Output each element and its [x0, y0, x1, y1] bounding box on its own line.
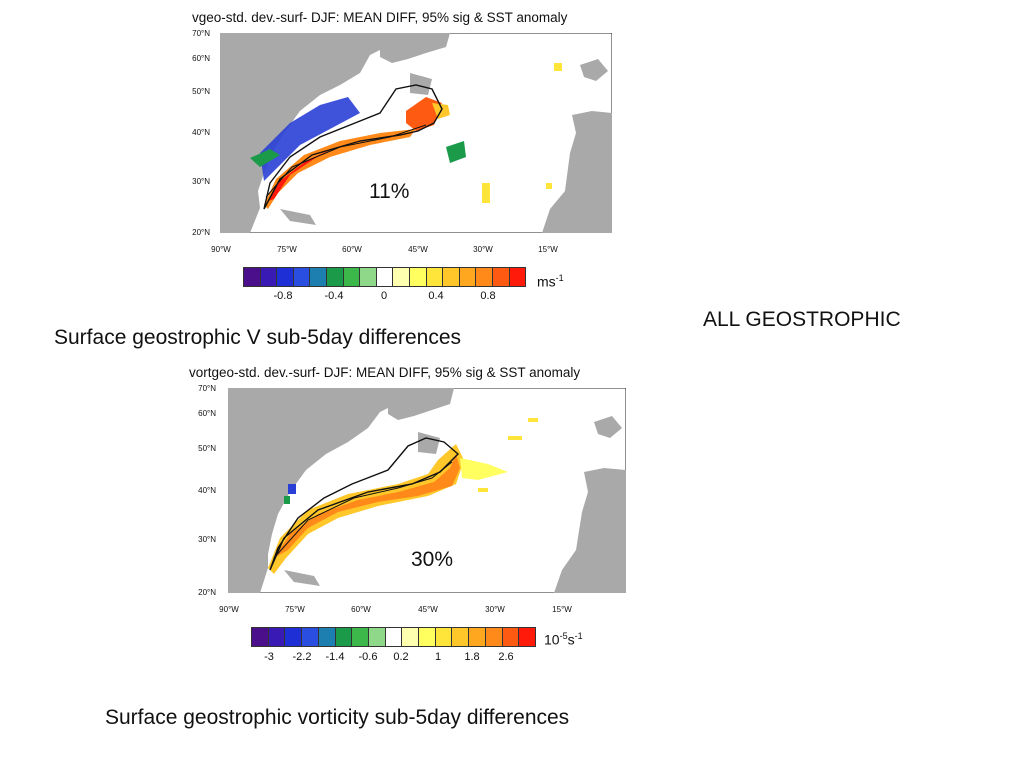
colorbar-swatch — [509, 268, 526, 286]
colorbar-swatch — [268, 628, 286, 646]
land-caribbean — [284, 570, 320, 586]
colorbar-swatch — [385, 628, 403, 646]
bottom-lon-label: 60°W — [351, 605, 371, 614]
land-labrador — [380, 33, 450, 63]
land-europe-africa — [542, 111, 612, 233]
bottom-lat-label: 20°N — [198, 588, 216, 597]
top-lat-label: 30°N — [192, 177, 210, 186]
bottom-map-title: vortgeo-std. dev.-surf- DJF: MEAN DIFF, … — [189, 365, 581, 380]
colorbar-swatch — [360, 268, 377, 286]
colorbar-swatch — [368, 628, 386, 646]
colorbar-swatch — [443, 268, 460, 286]
top-colorbar-unit: ms-1 — [537, 273, 564, 290]
caption-bottom: Surface geostrophic vorticity sub-5day d… — [105, 706, 570, 729]
colorbar-swatch — [244, 268, 261, 286]
bottom-colorbar-tick: -0.6 — [358, 651, 378, 663]
bottom-colorbar-tick: 1.8 — [464, 651, 480, 663]
slide-label-right: ALL GEOSTROPHIC — [703, 308, 901, 331]
bottom-lon-label: 75°W — [285, 605, 305, 614]
bottom-colorbar — [251, 627, 536, 647]
colorbar-swatch — [318, 628, 336, 646]
bottom-colorbar-tick: 2.6 — [498, 651, 514, 663]
colorbar-swatch — [502, 628, 520, 646]
colorbar-swatch — [402, 628, 420, 646]
bottom-map — [228, 388, 626, 593]
colorbar-swatch — [326, 268, 344, 286]
colorbar-swatch — [277, 268, 294, 286]
colorbar-swatch — [476, 268, 493, 286]
colorbar-swatch — [409, 268, 427, 286]
colorbar-swatch — [426, 268, 444, 286]
caption-top: Surface geostrophic V sub-5day differenc… — [54, 326, 462, 349]
top-colorbar-tick: -0.4 — [324, 290, 344, 302]
bottom-lat-label: 70°N — [198, 384, 216, 393]
top-colorbar-tick: 0.8 — [480, 290, 496, 302]
top-lat-label: 60°N — [192, 54, 210, 63]
land-north-america — [220, 33, 390, 233]
colorbar-swatch — [469, 628, 486, 646]
top-lon-label: 90°W — [211, 245, 231, 254]
top-map — [220, 33, 612, 233]
top-lat-label: 20°N — [192, 228, 210, 237]
top-lon-label: 60°W — [342, 245, 362, 254]
bottom-map-annotation: 30% — [411, 548, 454, 571]
bottom-colorbar-tick: -3 — [264, 651, 274, 663]
top-colorbar-tick: -0.8 — [273, 290, 293, 302]
bottom-lon-label: 45°W — [418, 605, 438, 614]
colorbar-swatch — [435, 628, 453, 646]
bottom-lon-label: 30°W — [485, 605, 505, 614]
colorbar-swatch — [293, 268, 311, 286]
bottom-lat-label: 50°N — [198, 444, 216, 453]
bottom-colorbar-tick: -1.4 — [325, 651, 345, 663]
colorbar-swatch — [492, 268, 510, 286]
bottom-lat-label: 30°N — [198, 535, 216, 544]
colorbar-swatch — [310, 268, 327, 286]
top-map-annotation: 11% — [369, 180, 410, 203]
top-lat-label: 40°N — [192, 128, 210, 137]
top-lon-label: 75°W — [277, 245, 297, 254]
bottom-lat-label: 40°N — [198, 486, 216, 495]
land-north-america — [228, 388, 400, 593]
colorbar-swatch — [260, 268, 278, 286]
bottom-lon-label: 15°W — [552, 605, 572, 614]
top-lon-label: 45°W — [408, 245, 428, 254]
colorbar-swatch — [393, 268, 410, 286]
colorbar-swatch — [335, 628, 353, 646]
bottom-colorbar-tick: -2.2 — [292, 651, 312, 663]
bottom-colorbar-tick: 1 — [434, 651, 442, 663]
land-uk — [594, 416, 622, 438]
bottom-colorbar-unit: 10-5s-1 — [544, 631, 583, 648]
bottom-lat-label: 60°N — [198, 409, 216, 418]
top-colorbar-tick: 0 — [380, 290, 388, 302]
bottom-lon-label: 90°W — [219, 605, 239, 614]
land-labrador — [388, 388, 454, 420]
colorbar-swatch — [459, 268, 477, 286]
land-uk — [580, 59, 608, 81]
land-newfoundland — [410, 73, 432, 95]
colorbar-swatch — [352, 628, 369, 646]
colorbar-swatch — [285, 628, 303, 646]
colorbar-swatch — [485, 628, 503, 646]
colorbar-swatch — [452, 628, 470, 646]
colorbar-swatch — [252, 628, 269, 646]
top-lon-label: 15°W — [538, 245, 558, 254]
colorbar-swatch — [519, 628, 535, 646]
top-map-title: vgeo-std. dev.-surf- DJF: MEAN DIFF, 95%… — [192, 10, 568, 25]
top-colorbar-tick: 0.4 — [428, 290, 444, 302]
colorbar-swatch — [376, 268, 394, 286]
colorbar-swatch — [343, 268, 361, 286]
land-newfoundland — [418, 432, 440, 454]
colorbar-swatch — [419, 628, 436, 646]
top-lat-label: 50°N — [192, 87, 210, 96]
top-lon-label: 30°W — [473, 245, 493, 254]
land-caribbean — [280, 209, 316, 225]
colorbar-swatch — [302, 628, 319, 646]
bottom-colorbar-tick: 0.2 — [393, 651, 409, 663]
top-lat-label: 70°N — [192, 29, 210, 38]
top-colorbar — [243, 267, 526, 287]
land-europe-africa — [554, 468, 626, 593]
